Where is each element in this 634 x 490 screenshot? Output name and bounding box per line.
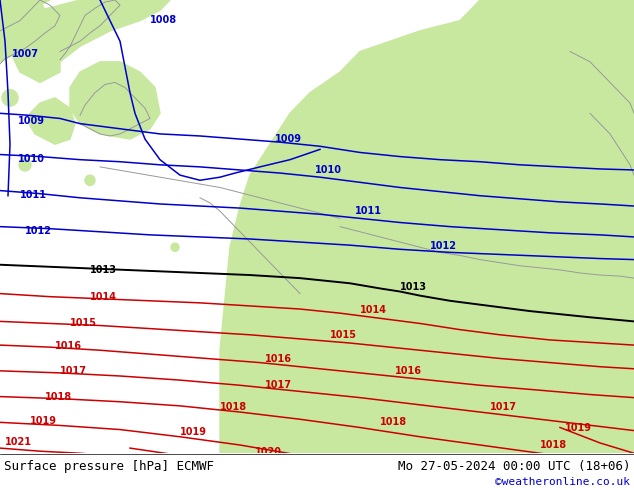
Text: 1021: 1021 [5,437,32,447]
Polygon shape [10,0,170,82]
Text: 1010: 1010 [315,165,342,175]
Text: 1019: 1019 [180,427,207,437]
Text: 1013: 1013 [400,283,427,293]
Text: 1019: 1019 [30,416,57,426]
Polygon shape [70,62,160,139]
Text: Surface pressure [hPa] ECMWF: Surface pressure [hPa] ECMWF [4,460,214,473]
Text: 1013: 1013 [90,265,117,275]
Polygon shape [220,0,634,453]
Polygon shape [578,237,634,453]
Text: 1018: 1018 [540,440,567,450]
Text: 1017: 1017 [265,380,292,391]
Circle shape [85,175,95,185]
Polygon shape [0,0,50,41]
Text: 1009: 1009 [275,134,302,144]
Text: 1012: 1012 [25,226,52,236]
Text: 1020: 1020 [255,447,282,457]
Text: 1009: 1009 [18,116,45,125]
Text: 1008: 1008 [150,15,177,24]
Text: 1018: 1018 [380,417,407,427]
Text: 1019: 1019 [565,422,592,433]
Polygon shape [30,98,75,144]
Circle shape [2,90,18,106]
Circle shape [171,243,179,251]
Circle shape [19,159,31,171]
Text: 1012: 1012 [430,241,457,251]
Text: 1016: 1016 [55,341,82,351]
Polygon shape [0,0,50,62]
Text: 1011: 1011 [20,190,47,200]
Text: 1017: 1017 [60,366,87,376]
Text: 1015: 1015 [330,330,357,340]
Text: 1017: 1017 [490,402,517,412]
Text: 1019: 1019 [500,456,527,466]
Text: 1011: 1011 [355,206,382,216]
Text: 1015: 1015 [70,318,97,327]
Text: 1014: 1014 [90,292,117,302]
Polygon shape [480,0,634,26]
Text: 1010: 1010 [18,154,45,164]
Text: 1016: 1016 [395,366,422,376]
Text: 1014: 1014 [360,305,387,315]
Text: ©weatheronline.co.uk: ©weatheronline.co.uk [495,477,630,487]
Text: 1020: 1020 [445,453,472,464]
Text: 1016: 1016 [265,354,292,364]
Text: 1018: 1018 [45,392,72,402]
Text: 1007: 1007 [12,49,39,59]
Text: 1018: 1018 [220,402,247,412]
Text: Mo 27-05-2024 00:00 UTC (18+06): Mo 27-05-2024 00:00 UTC (18+06) [398,460,630,473]
